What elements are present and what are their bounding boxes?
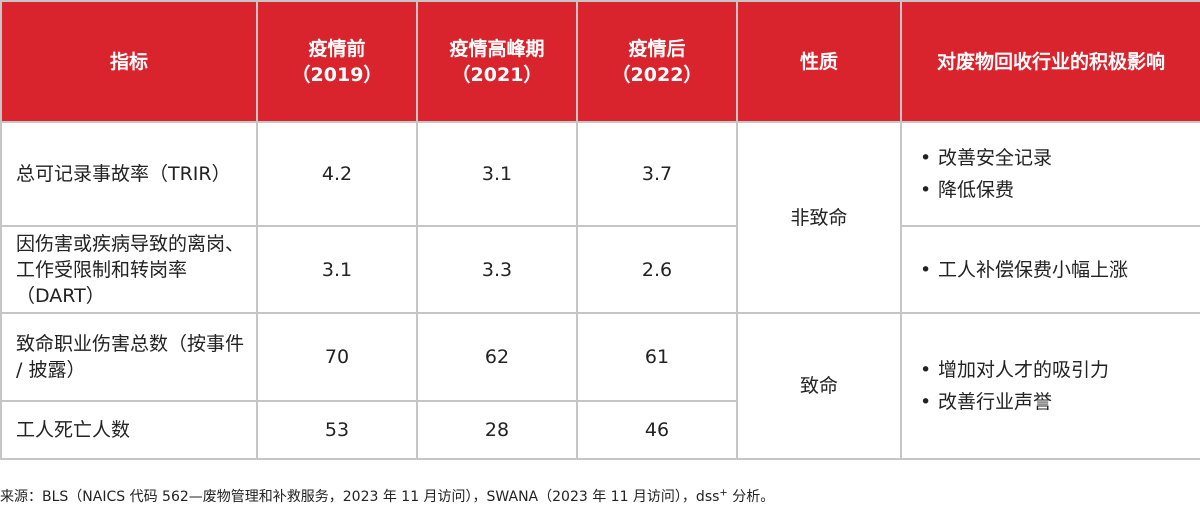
safety-indicators-table: 指标 疫情前 （2019） 疫情高峰期 （2021） 疫情后 （2022） 性质… bbox=[0, 0, 1200, 460]
impact-list-3: 增加对人才的吸引力 改善行业声誉 bbox=[902, 354, 1200, 418]
value-peak-cell: 3.1 bbox=[416, 121, 578, 227]
value-peak-cell: 62 bbox=[416, 312, 578, 402]
value-pre-cell: 3.1 bbox=[256, 225, 418, 314]
nature-fatal-cell: 致命 bbox=[736, 312, 902, 460]
value-pre-cell: 70 bbox=[256, 312, 418, 402]
value-peak-cell: 3.3 bbox=[416, 225, 578, 314]
source-text: 来源：BLS（NAICS 代码 562—废物管理和补救服务，2023 年 11 … bbox=[0, 489, 720, 505]
header-peak-label: 疫情高峰期 bbox=[449, 37, 545, 60]
header-peak-pandemic: 疫情高峰期 （2021） bbox=[416, 0, 578, 123]
impact-list-2: 工人补偿保费小幅上涨 bbox=[902, 254, 1200, 286]
nature-non-fatal-cell: 非致命 bbox=[736, 121, 902, 314]
indicator-cell: 致命职业伤害总数（按事件 / 披露） bbox=[0, 312, 258, 402]
table-row-trir: 总可记录事故率（TRIR） 4.2 3.1 3.7 非致命 改善安全记录 降低保… bbox=[0, 121, 1200, 314]
source-note: 来源：BLS（NAICS 代码 562—废物管理和补救服务，2023 年 11 … bbox=[0, 487, 774, 507]
header-pre-year: （2019） bbox=[291, 63, 383, 86]
indicator-cell: 工人死亡人数 bbox=[0, 400, 258, 460]
table-header-row: 指标 疫情前 （2019） 疫情高峰期 （2021） 疫情后 （2022） 性质… bbox=[0, 0, 1200, 123]
header-pre-pandemic: 疫情前 （2019） bbox=[256, 0, 418, 123]
indicator-cell: 因伤害或疾病导致的离岗、工作受限制和转岗率（DART） bbox=[0, 225, 258, 314]
source-text-end: 分析。 bbox=[727, 489, 775, 505]
header-post-year: （2022） bbox=[611, 63, 703, 86]
header-post-pandemic: 疫情后 （2022） bbox=[576, 0, 738, 123]
header-nature: 性质 bbox=[736, 0, 902, 123]
value-pre-cell: 53 bbox=[256, 400, 418, 460]
value-post-cell: 3.7 bbox=[576, 121, 738, 227]
impact-item: 工人补偿保费小幅上涨 bbox=[920, 254, 1200, 286]
value-pre-cell: 4.2 bbox=[256, 121, 418, 227]
impact-item: 增加对人才的吸引力 bbox=[920, 354, 1200, 386]
header-impact: 对废物回收行业的积极影响 bbox=[900, 0, 1200, 123]
header-post-label: 疫情后 bbox=[628, 37, 686, 60]
impact-item: 降低保费 bbox=[920, 174, 1200, 206]
value-post-cell: 2.6 bbox=[576, 225, 738, 314]
indicator-cell: 总可记录事故率（TRIR） bbox=[0, 121, 258, 227]
source-superscript: + bbox=[719, 487, 728, 499]
table-row-dart: 因伤害或疾病导致的离岗、工作受限制和转岗率（DART） 3.1 3.3 2.6 … bbox=[0, 225, 1200, 314]
impact-cell-1: 改善安全记录 降低保费 bbox=[900, 121, 1200, 227]
header-indicator: 指标 bbox=[0, 0, 258, 123]
table-row-fatal-injuries: 致命职业伤害总数（按事件 / 披露） 70 62 61 致命 增加对人才的吸引力… bbox=[0, 312, 1200, 460]
value-post-cell: 61 bbox=[576, 312, 738, 402]
value-post-cell: 46 bbox=[576, 400, 738, 460]
header-peak-year: （2021） bbox=[451, 63, 543, 86]
impact-list-1: 改善安全记录 降低保费 bbox=[902, 142, 1200, 206]
impact-cell-2: 工人补偿保费小幅上涨 bbox=[900, 225, 1200, 314]
table-row-worker-deaths: 工人死亡人数 53 28 46 bbox=[0, 400, 1200, 460]
impact-cell-3: 增加对人才的吸引力 改善行业声誉 bbox=[900, 312, 1200, 460]
impact-item: 改善行业声誉 bbox=[920, 386, 1200, 418]
value-peak-cell: 28 bbox=[416, 400, 578, 460]
header-pre-label: 疫情前 bbox=[308, 37, 366, 60]
impact-item: 改善安全记录 bbox=[920, 142, 1200, 174]
